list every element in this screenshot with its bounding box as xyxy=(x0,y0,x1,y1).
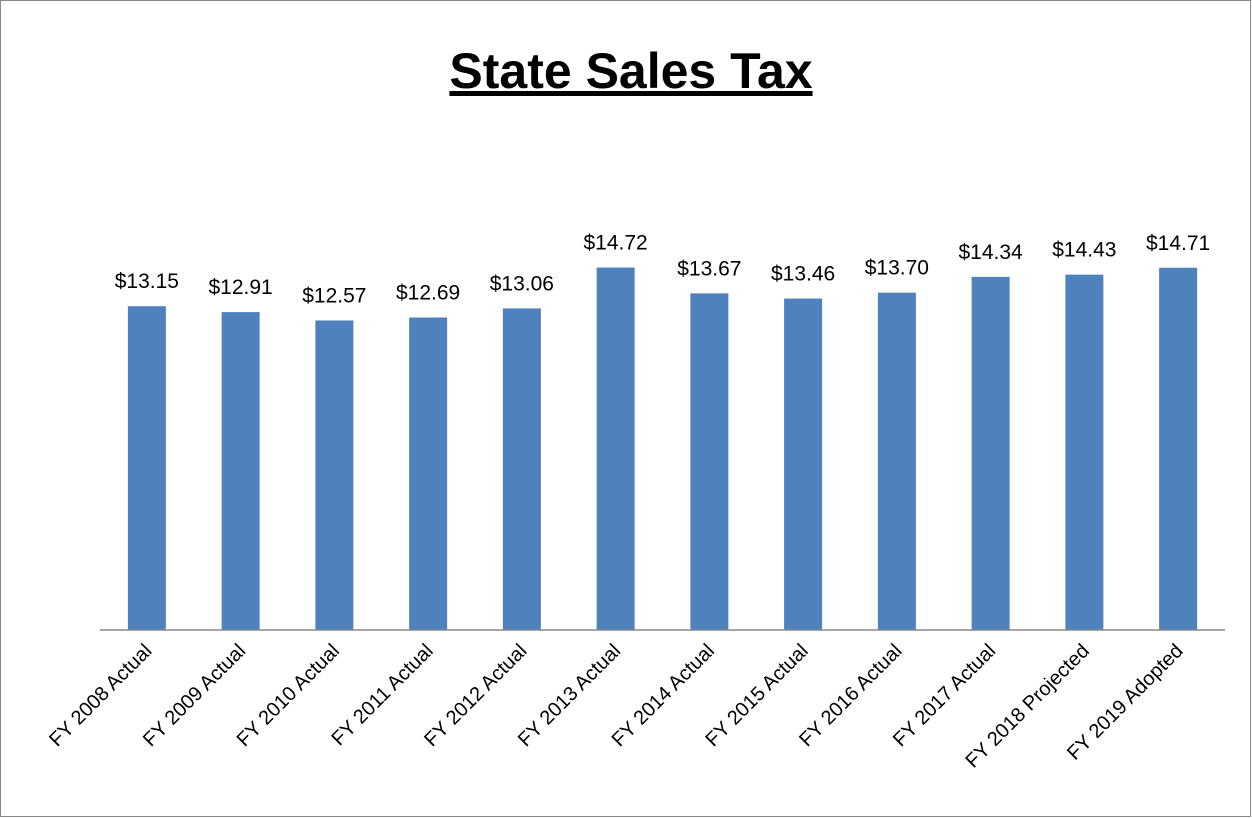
bar xyxy=(971,276,1010,630)
bar xyxy=(502,308,541,630)
bar xyxy=(221,312,260,630)
chart-title: State Sales Tax xyxy=(449,43,812,99)
data-label: $14.71 xyxy=(1146,232,1210,255)
data-label: $13.15 xyxy=(115,270,179,293)
bar xyxy=(877,292,916,630)
data-label: $13.46 xyxy=(771,263,835,286)
data-label: $12.69 xyxy=(396,282,460,305)
data-label: $13.70 xyxy=(865,257,929,280)
data-label: $14.72 xyxy=(584,232,648,255)
data-label: $12.57 xyxy=(302,284,366,307)
bar xyxy=(784,298,823,630)
bar xyxy=(690,293,729,630)
data-label: $12.91 xyxy=(209,276,273,299)
bar xyxy=(1159,267,1198,630)
data-label: $14.43 xyxy=(1052,239,1116,262)
bar xyxy=(127,306,166,630)
bar xyxy=(409,317,448,630)
bar xyxy=(1065,274,1104,630)
data-label: $13.67 xyxy=(677,257,741,280)
data-label: $13.06 xyxy=(490,272,554,295)
bar xyxy=(596,267,635,630)
data-label: $14.34 xyxy=(959,241,1024,264)
bar xyxy=(315,320,354,630)
